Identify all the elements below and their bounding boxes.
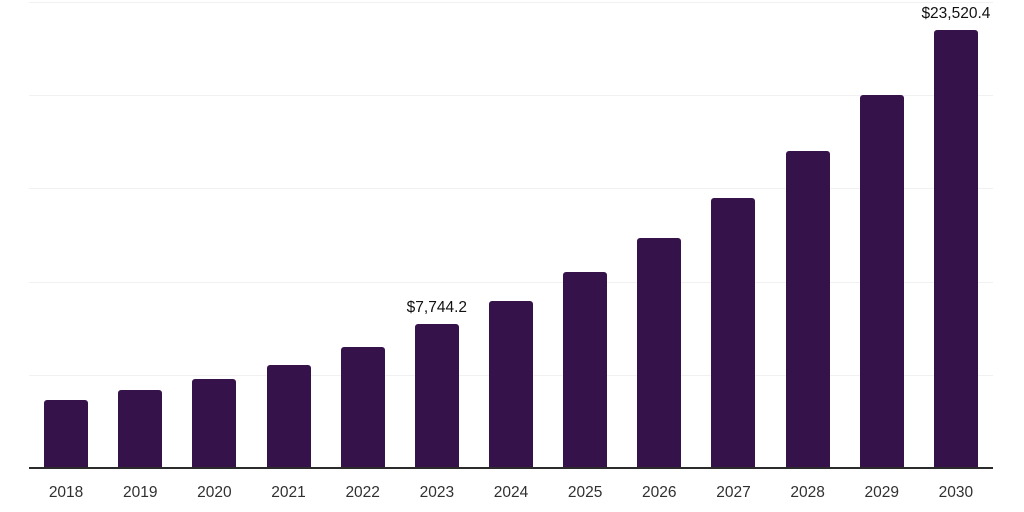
bar-2025: [563, 272, 608, 468]
x-tick-label: 2023: [419, 484, 455, 501]
gridline: [29, 188, 993, 190]
x-tick-label: 2029: [864, 484, 899, 501]
data-label-2023: $7,744.2: [406, 298, 468, 316]
gridline: [29, 2, 993, 3]
bar-2020: [192, 378, 237, 468]
x-tick-label: 2027: [716, 484, 751, 501]
bar-2024: [489, 300, 533, 468]
bar-2027: [711, 198, 756, 468]
bar-2028: [785, 150, 830, 468]
x-tick-label: 2026: [642, 484, 677, 501]
gridline: [29, 95, 993, 97]
x-tick-label: 2018: [48, 484, 84, 501]
bar-2021: [266, 364, 311, 468]
bar-2022: [340, 346, 385, 468]
x-tick-label: 2019: [122, 484, 158, 501]
bar-2029: [859, 95, 904, 468]
x-tick-label: 2028: [790, 484, 825, 501]
gridline: [29, 281, 993, 283]
x-tick-label: 2021: [271, 484, 306, 501]
x-tick-label: 2022: [345, 484, 380, 501]
bar-2019: [118, 389, 163, 468]
x-tick-label: 2030: [938, 484, 974, 501]
x-tick-label: 2024: [493, 484, 529, 501]
x-tick-label: 2020: [197, 484, 232, 501]
bar-2026: [637, 238, 682, 468]
bar-2018: [44, 399, 89, 468]
bar-2023: [414, 323, 459, 468]
bar-2030: [933, 29, 978, 468]
data-label-2030: $23,520.4: [921, 4, 991, 22]
x-axis-line: [29, 467, 993, 469]
x-tick-label: 2025: [567, 484, 603, 501]
